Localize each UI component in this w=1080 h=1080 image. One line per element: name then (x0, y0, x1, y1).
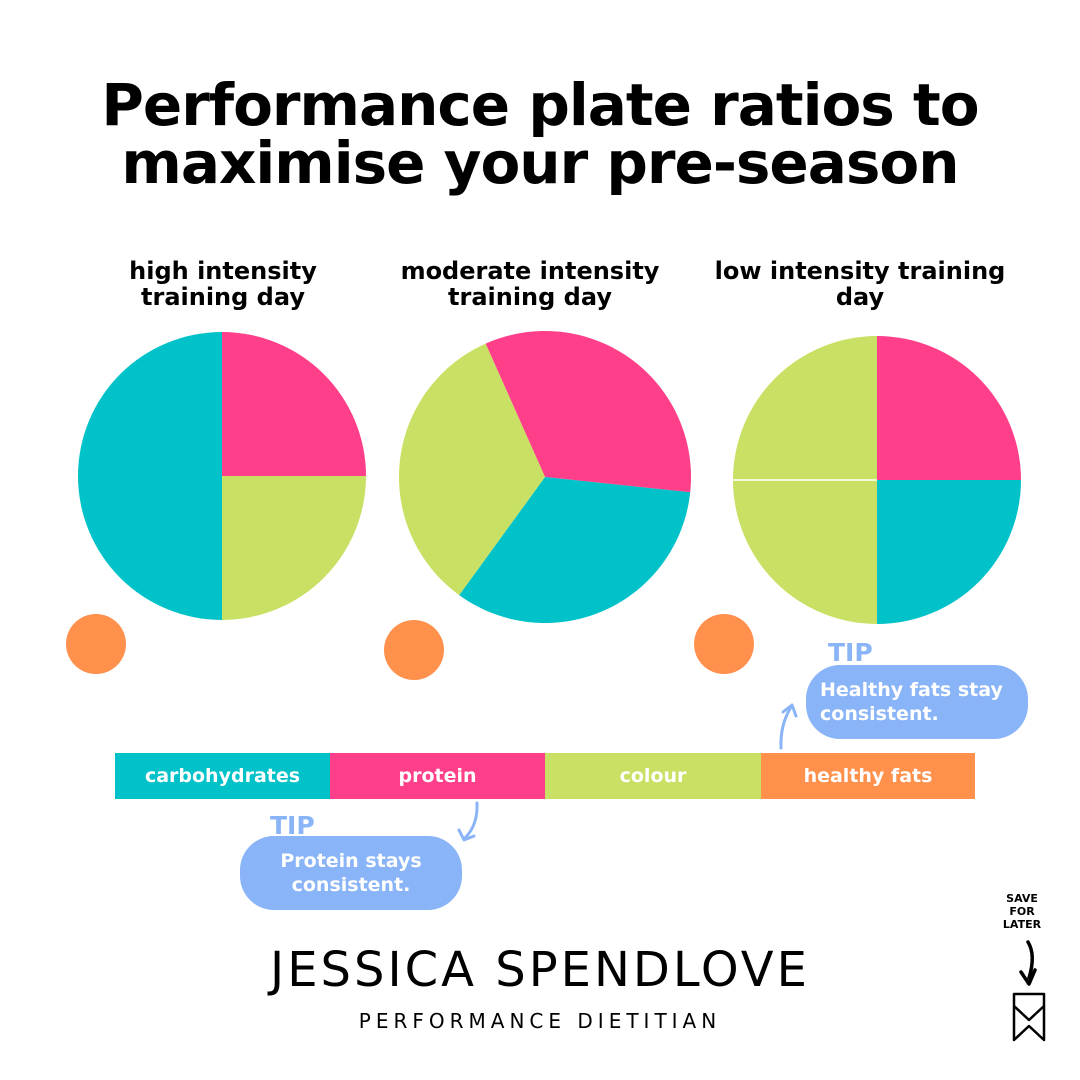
plate-label-high: high intensity training day (129, 257, 317, 311)
tip-bubble-fats: Healthy fats stay consistent. (806, 665, 1028, 739)
plate-label-moderate: moderate intensity training day (400, 257, 660, 311)
tip-arrow-protein (463, 801, 479, 840)
tip-label-fats: TIP (828, 638, 873, 667)
bookmark-icon (1012, 992, 1046, 1042)
legend-colour: colour (545, 753, 761, 799)
plate-2-slice-colour (399, 343, 545, 596)
brand-subtitle: PERFORMANCE DIETITIAN (358, 1009, 722, 1033)
legend-bar: carbohydrates protein colour healthy fat… (115, 753, 975, 799)
plate-3-slice-protein (877, 336, 1021, 480)
tip-bubble-protein: Protein stays consistent. (240, 836, 462, 910)
tip-arrow-fats-head (781, 703, 798, 718)
brand-name: JESSICA SPENDLOVE (270, 942, 810, 998)
plate-3-slice-carbohydrates (877, 480, 1021, 624)
legend-healthy-fats: healthy fats (761, 753, 975, 799)
plate-3-healthy-fats-dot (694, 614, 754, 674)
tip-label-protein: TIP (270, 811, 315, 840)
title-line-1: Performance plate ratios to (101, 71, 979, 139)
page-title: Performance plate ratios to maximise you… (0, 76, 1080, 192)
plate-1-slice-carbohydrates (78, 332, 222, 620)
tip-arrow-protein-head (457, 828, 476, 842)
title-line-2: maximise your pre-season (121, 129, 959, 197)
plate-1-slice-protein (222, 332, 366, 476)
plate-2-slice-protein (485, 331, 691, 493)
tip-arrow-fats (779, 705, 793, 750)
plate-1-healthy-fats-dot (66, 614, 126, 674)
save-arrow-icon (1026, 940, 1034, 980)
legend-protein: protein (330, 753, 545, 799)
plate-1-slice-colour (222, 476, 366, 620)
legend-carbohydrates: carbohydrates (115, 753, 330, 799)
plate-2-healthy-fats-dot (384, 620, 444, 680)
plate-2-slice-carbohydrates (459, 477, 691, 623)
save-arrow-head (1019, 968, 1037, 986)
save-for-later-text: SAVE FOR LATER (1002, 892, 1042, 931)
bookmark-chevron (1013, 1005, 1045, 1022)
plate-label-low: low intensity training day (714, 257, 1006, 311)
